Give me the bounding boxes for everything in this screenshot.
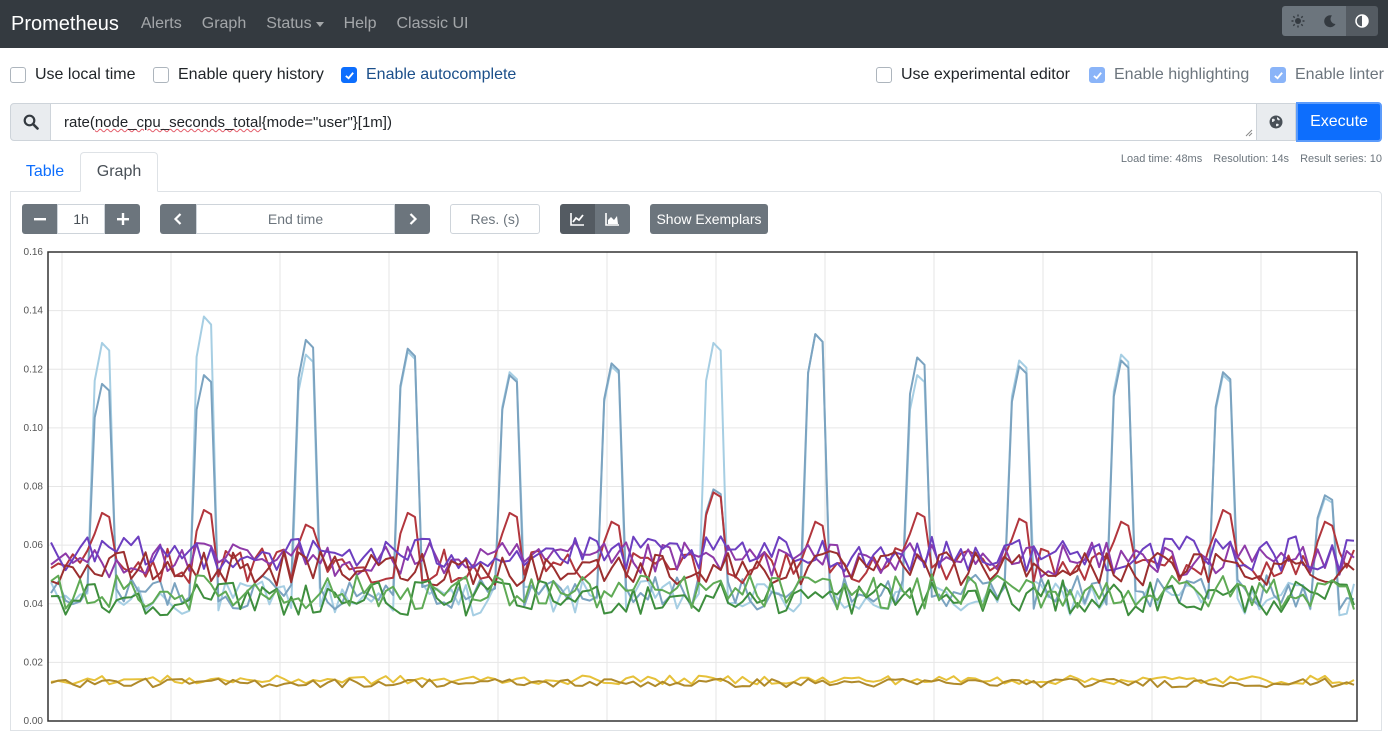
- theme-toggle-group: [1282, 6, 1378, 36]
- tab-graph[interactable]: Graph: [80, 152, 158, 192]
- plot-border: [47, 251, 1358, 722]
- line-chart-icon: [570, 212, 584, 226]
- query-metric: node_cpu_seconds_total: [94, 114, 262, 131]
- increase-range-button[interactable]: [105, 204, 140, 234]
- series-line[interactable]: [50, 535, 1355, 573]
- autocomplete-label: Enable autocomplete: [366, 66, 517, 83]
- theme-dark-button[interactable]: [1314, 6, 1346, 36]
- option-query-history[interactable]: Enable query history: [153, 66, 324, 84]
- series-line[interactable]: [50, 550, 1355, 587]
- y-tick-label: 0.12: [24, 364, 44, 375]
- option-linter[interactable]: Enable linter: [1270, 66, 1384, 84]
- y-tick-label: 0.00: [24, 716, 44, 726]
- unstacked-chart-button[interactable]: [560, 204, 595, 234]
- query-stats: Load time: 48ms Resolution: 14s Result s…: [1121, 153, 1382, 165]
- experimental-editor-label: Use experimental editor: [901, 66, 1070, 83]
- minus-icon: [33, 218, 46, 221]
- decrease-range-button[interactable]: [22, 204, 57, 234]
- check-icon: [1092, 71, 1102, 80]
- query-suffix: {mode="user"}[1m]): [261, 114, 392, 131]
- highlighting-label: Enable highlighting: [1114, 66, 1250, 83]
- check-icon: [1273, 71, 1283, 80]
- load-time: Load time: 48ms: [1120, 153, 1203, 165]
- resolution-input[interactable]: Res. (s): [450, 204, 540, 234]
- query-history-checkbox[interactable]: [153, 67, 169, 83]
- y-tick-label: 0.06: [24, 540, 44, 551]
- sun-icon: [1291, 14, 1305, 28]
- series-line[interactable]: [50, 677, 1355, 689]
- contrast-icon: [1355, 14, 1369, 28]
- resolution: Resolution: 14s: [1213, 153, 1290, 165]
- linter-checkbox[interactable]: [1270, 67, 1286, 83]
- autocomplete-checkbox[interactable]: [341, 67, 357, 83]
- y-tick-label: 0.10: [24, 423, 44, 434]
- metrics-explorer-button[interactable]: [1256, 103, 1296, 141]
- series-line[interactable]: [50, 674, 1355, 686]
- y-tick-label: 0.02: [24, 657, 44, 668]
- y-tick-label: 0.14: [24, 306, 44, 317]
- y-tick-label: 0.04: [24, 599, 44, 610]
- check-icon: [344, 71, 354, 80]
- execute-button[interactable]: Execute: [1296, 102, 1382, 142]
- tab-table[interactable]: Table: [25, 163, 65, 180]
- cpu-rate-chart[interactable]: 0.16 0.14 0.12 0.10 0.08 0.06 0.04 0.02 0.00: [0, 240, 1388, 726]
- option-autocomplete[interactable]: Enable autocomplete: [341, 66, 516, 84]
- option-experimental-editor[interactable]: Use experimental editor: [876, 66, 1070, 84]
- next-time-button[interactable]: [395, 204, 430, 234]
- globe-icon: [1269, 115, 1283, 129]
- local-time-checkbox[interactable]: [10, 67, 26, 83]
- plus-icon: [116, 213, 129, 225]
- linter-label: Enable linter: [1295, 66, 1384, 83]
- resize-handle-icon[interactable]: [1245, 129, 1253, 137]
- theme-auto-button[interactable]: [1346, 6, 1378, 36]
- series-line[interactable]: [50, 573, 1355, 611]
- result-series: Result series: 10: [1300, 153, 1382, 165]
- show-exemplars-button[interactable]: Show Exemplars: [650, 204, 768, 234]
- experimental-editor-checkbox[interactable]: [876, 67, 892, 83]
- chevron-right-icon: [409, 213, 417, 225]
- nav-status[interactable]: Status: [266, 15, 324, 33]
- nav-help[interactable]: Help: [343, 15, 377, 32]
- highlighting-checkbox[interactable]: [1089, 67, 1105, 83]
- y-tick-label: 0.16: [24, 247, 44, 258]
- search-icon: [23, 114, 39, 130]
- series-line[interactable]: [50, 579, 1355, 617]
- option-local-time[interactable]: Use local time: [10, 66, 135, 84]
- query-prefix: rate(: [64, 114, 95, 131]
- end-time-input[interactable]: End time: [196, 204, 395, 234]
- navbar: Prometheus Alerts Graph Status Help Clas…: [0, 0, 1388, 48]
- range-input[interactable]: 1h: [57, 204, 105, 234]
- previous-time-button[interactable]: [160, 204, 196, 234]
- stacked-chart-button[interactable]: [595, 204, 630, 234]
- theme-light-button[interactable]: [1282, 6, 1314, 36]
- query-input[interactable]: rate(node_cpu_seconds_total{mode="user"}…: [50, 103, 1257, 141]
- nav-alerts[interactable]: Alerts: [140, 15, 182, 32]
- brand-logo[interactable]: Prometheus: [11, 12, 119, 35]
- y-tick-label: 0.08: [24, 482, 44, 493]
- moon-icon: [1324, 15, 1336, 28]
- caret-down-icon: [315, 21, 324, 27]
- chevron-left-icon: [173, 213, 182, 225]
- query-row: rate(node_cpu_seconds_total{mode="user"}…: [10, 102, 1382, 142]
- area-chart-icon: [605, 212, 619, 226]
- search-icon-addon: [10, 103, 51, 141]
- query-history-label: Enable query history: [178, 66, 324, 83]
- local-time-label: Use local time: [35, 66, 136, 83]
- nav-status-label: Status: [266, 15, 312, 32]
- nav-classic-ui[interactable]: Classic UI: [396, 15, 469, 32]
- nav-graph[interactable]: Graph: [201, 15, 247, 32]
- option-highlighting[interactable]: Enable highlighting: [1089, 66, 1249, 84]
